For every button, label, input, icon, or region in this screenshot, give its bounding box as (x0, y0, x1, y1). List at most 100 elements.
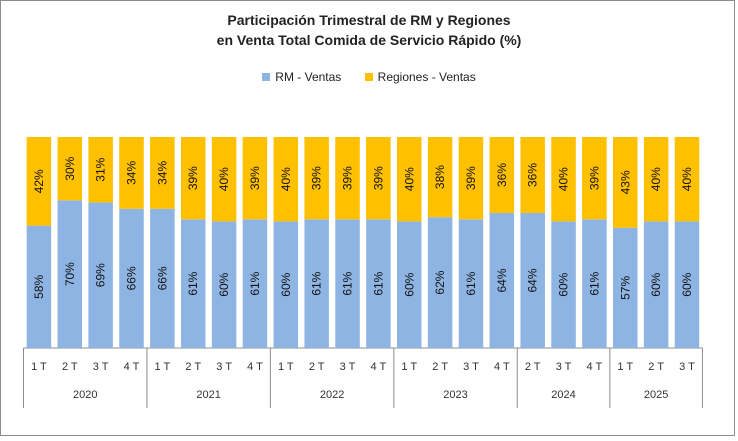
year-tick-label: 2022 (320, 389, 344, 401)
quarter-tick-label: 3 T (93, 361, 109, 373)
data-label-regiones: 39% (310, 166, 324, 190)
quarter-tick-label: 1 T (31, 361, 47, 373)
bar-regiones (613, 137, 638, 228)
bar-regiones (304, 137, 329, 220)
bar-rm (551, 221, 576, 348)
data-label-regiones: 39% (371, 166, 385, 190)
bar-regiones (489, 137, 515, 213)
data-label-regiones: 38% (433, 165, 447, 189)
quarter-tick-label: 4 T (247, 361, 263, 373)
data-label-rm: 60% (402, 272, 416, 296)
bar-regiones (397, 137, 422, 222)
legend: RM - Ventas Regiones - Ventas (0, 70, 738, 84)
bar-rm (397, 221, 422, 348)
bar-regiones (520, 137, 545, 213)
quarter-tick-label: 1 T (155, 361, 171, 373)
data-label-regiones: 40% (680, 167, 694, 191)
bar-regiones (211, 137, 237, 222)
bar-rm (242, 219, 268, 348)
bar-regiones (57, 137, 83, 201)
data-label-rm: 60% (557, 272, 571, 296)
bar-regiones (242, 137, 268, 220)
quarter-tick-label: 2 T (185, 361, 201, 373)
data-label-rm: 60% (680, 272, 694, 296)
year-tick-label: 2021 (196, 389, 220, 401)
data-label-rm: 66% (125, 266, 139, 290)
bar-rm (366, 219, 391, 348)
data-label-rm: 62% (433, 270, 447, 294)
data-label-rm: 61% (310, 271, 324, 295)
data-label-rm: 58% (32, 274, 46, 298)
bar-rm (489, 212, 515, 348)
bar-regiones (551, 137, 576, 222)
bar-rm (643, 221, 669, 348)
quarter-tick-label: 3 T (463, 361, 479, 373)
data-label-regiones: 40% (217, 167, 231, 191)
data-label-regiones: 36% (526, 163, 540, 187)
bar-regiones (643, 137, 669, 222)
quarter-tick-label: 3 T (216, 361, 232, 373)
title-line-2: en Venta Total Comida de Servicio Rápido… (216, 32, 522, 48)
bar-regiones (582, 137, 607, 220)
year-tick-label: 2024 (551, 389, 575, 401)
data-label-rm: 70% (63, 262, 77, 286)
bar-rm (150, 208, 175, 348)
data-label-rm: 69% (94, 263, 108, 287)
year-tick-label: 2020 (73, 389, 97, 401)
data-label-regiones: 39% (186, 166, 200, 190)
data-label-regiones: 39% (248, 166, 262, 190)
bar-rm (57, 200, 83, 348)
quarter-tick-label: 4 T (494, 361, 510, 373)
quarter-tick-label: 3 T (679, 361, 695, 373)
data-label-regiones: 31% (94, 157, 108, 181)
data-label-rm: 60% (649, 272, 663, 296)
legend-swatch-regiones (364, 73, 373, 81)
data-label-rm: 61% (248, 271, 262, 295)
data-label-rm: 61% (587, 271, 601, 295)
data-label-regiones: 42% (32, 169, 46, 193)
bar-regiones (273, 137, 299, 222)
quarter-tick-label: 2 T (309, 361, 325, 373)
legend-item-rm: RM - Ventas (262, 70, 341, 84)
data-label-rm: 60% (217, 272, 231, 296)
data-label-rm: 61% (371, 271, 385, 295)
data-label-rm: 64% (495, 268, 509, 292)
data-label-rm: 61% (341, 271, 355, 295)
title-line-1: Participación Trimestral de RM y Regione… (227, 12, 511, 28)
quarter-tick-label: 2 T (432, 361, 448, 373)
bar-rm (273, 221, 299, 348)
quarter-tick-label: 4 T (124, 361, 140, 373)
quarter-tick-label: 2 T (525, 361, 541, 373)
bar-regiones (26, 137, 52, 226)
bar-rm (119, 208, 144, 348)
bar-regiones (180, 137, 206, 220)
quarter-tick-label: 4 T (371, 361, 387, 373)
bar-regiones (427, 137, 453, 218)
legend-item-regiones: Regiones - Ventas (364, 70, 476, 84)
bar-regiones (458, 137, 484, 220)
data-label-regiones: 40% (279, 167, 293, 191)
data-label-regiones: 34% (125, 161, 139, 185)
bar-rm (427, 217, 453, 348)
bar-regiones (150, 137, 175, 209)
legend-label-regiones: Regiones - Ventas (377, 70, 476, 84)
quarter-tick-label: 4 T (587, 361, 603, 373)
bar-rm (211, 221, 237, 348)
bar-rm (520, 212, 545, 348)
year-tick-label: 2025 (644, 389, 668, 401)
bar-regiones (119, 137, 144, 209)
data-label-rm: 64% (526, 268, 540, 292)
quarter-tick-label: 1 T (617, 361, 633, 373)
data-label-regiones: 36% (495, 163, 509, 187)
legend-swatch-rm (262, 73, 271, 81)
quarter-tick-label: 3 T (556, 361, 572, 373)
quarter-tick-label: 1 T (401, 361, 417, 373)
data-label-rm: 60% (279, 272, 293, 296)
quarter-tick-label: 1 T (278, 361, 294, 373)
quarter-tick-label: 2 T (648, 361, 664, 373)
chart-title: Participación Trimestral de RM y Regione… (0, 10, 738, 50)
bar-rm (26, 225, 52, 348)
data-label-regiones: 43% (618, 170, 632, 194)
bar-rm (304, 219, 329, 348)
bar-regiones (366, 137, 391, 220)
